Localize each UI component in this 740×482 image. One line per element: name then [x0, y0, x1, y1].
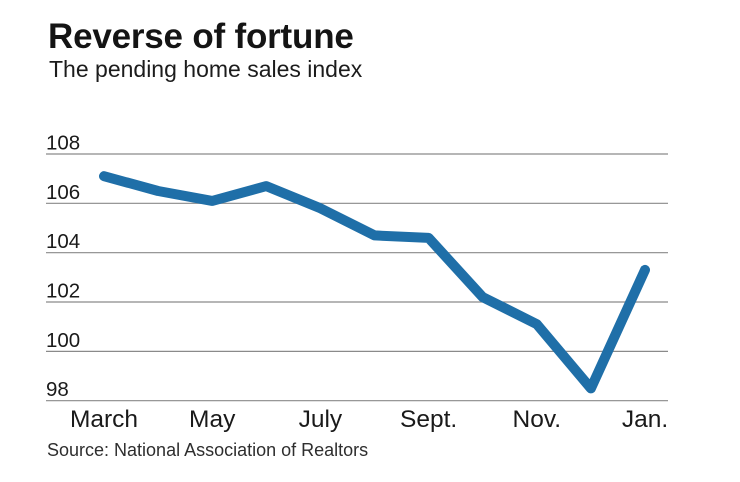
source-note: Source: National Association of Realtors: [47, 440, 369, 460]
y-axis-label-106: 106: [46, 181, 80, 204]
chart-title: Reverse of fortune: [48, 17, 354, 56]
series-line-pending-home-sales: [99, 171, 650, 394]
y-axis-label-104: 104: [46, 230, 80, 253]
chart-subtitle: The pending home sales index: [49, 56, 363, 82]
y-axis-label-108: 108: [46, 132, 80, 155]
y-axis-label-102: 102: [46, 280, 80, 303]
y-axis-label-98: 98: [46, 378, 69, 401]
x-axis-label-nov: Nov.: [513, 406, 562, 433]
y-axis-label-100: 100: [46, 329, 80, 352]
x-axis-label-may: May: [189, 406, 236, 433]
x-axis-label-jan: Jan.: [622, 406, 668, 433]
x-axis-label-sept: Sept.: [400, 406, 457, 433]
x-axis-label-july: July: [299, 406, 343, 433]
x-axis-label-march: March: [70, 406, 138, 433]
